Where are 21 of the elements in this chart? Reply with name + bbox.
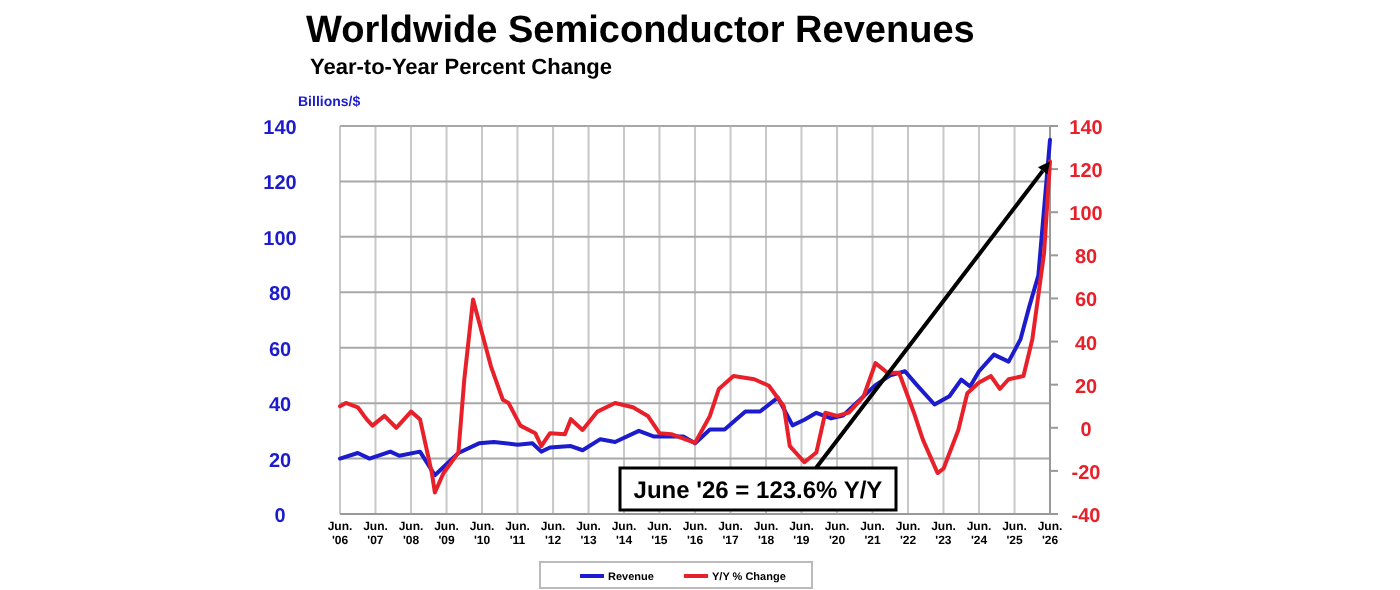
y2-tick-label: 0 xyxy=(1080,419,1093,442)
y-tick-label: 60 xyxy=(268,339,292,362)
y2-tick-label: 120 xyxy=(1069,161,1104,184)
y2-tick-label: -40 xyxy=(1071,506,1102,528)
y2-tick-label: 140 xyxy=(1069,118,1104,140)
y-tick-label: 80 xyxy=(268,284,292,307)
y2-tick-label: 20 xyxy=(1074,376,1098,399)
annotation: June '26 = 123.6% Y/Y xyxy=(633,476,883,504)
y2-tick-label: 60 xyxy=(1074,290,1098,313)
y-tick-label: 20 xyxy=(268,450,292,473)
y2-tick-label: -20 xyxy=(1071,462,1102,485)
chart-subtitle: Year-to-Year Percent Change xyxy=(310,56,613,80)
chart-title: Worldwide Semiconductor Revenues xyxy=(306,10,975,52)
y2-tick-label: 100 xyxy=(1069,204,1104,227)
y2-tick-label: 80 xyxy=(1074,247,1098,270)
y2-tick-label: 40 xyxy=(1074,333,1098,356)
y-tick-label: 40 xyxy=(268,395,292,418)
y-tick-label: 140 xyxy=(263,118,298,140)
y-tick-label: 0 xyxy=(274,506,287,528)
y-tick-label: 100 xyxy=(263,228,298,251)
y-tick-label: 120 xyxy=(263,173,298,196)
